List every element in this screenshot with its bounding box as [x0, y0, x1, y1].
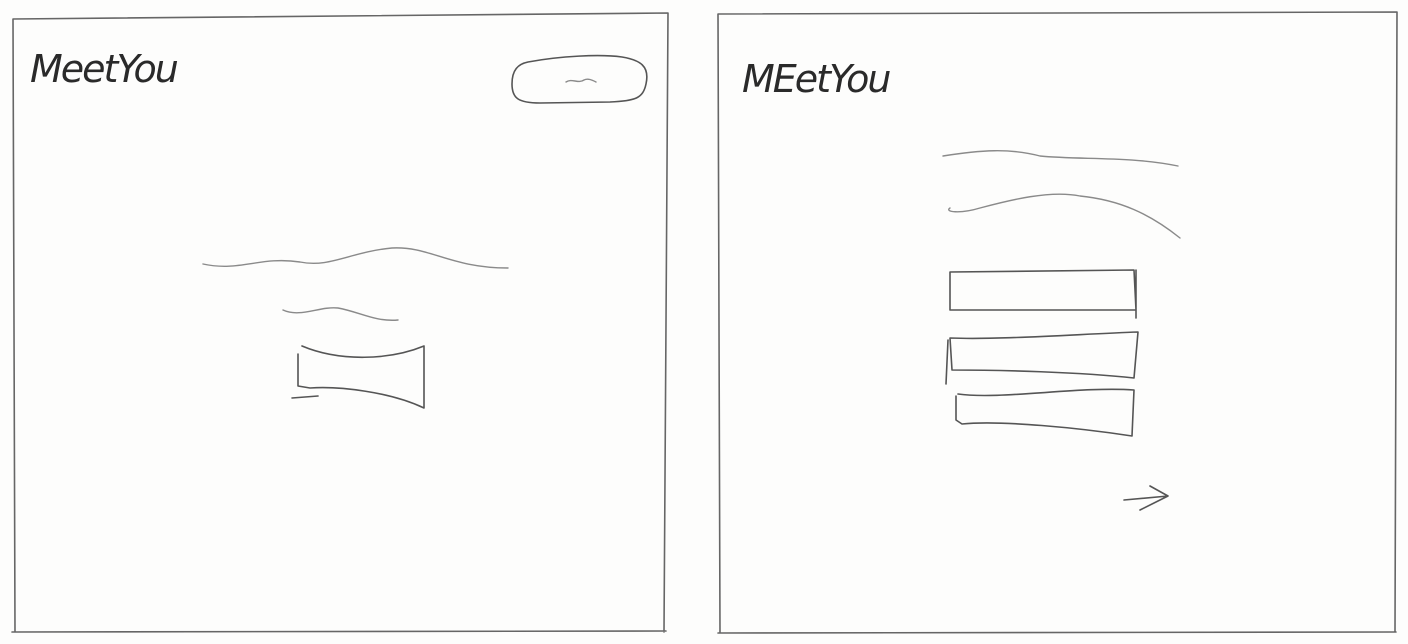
- landing-screen-frame: MeetYou: [11, 12, 669, 633]
- login-button[interactable]: [511, 54, 648, 104]
- hero-cta-button[interactable]: [291, 345, 425, 409]
- form-screen-border: [717, 11, 1398, 634]
- next-arrow-icon[interactable]: [1123, 485, 1169, 511]
- form-logo: MEetYou: [742, 57, 890, 101]
- form-title-scribble: [942, 150, 1179, 167]
- form-screen-frame: MEetYou: [717, 11, 1398, 634]
- hero-subtitle-scribble: [282, 307, 399, 321]
- landing-screen-border: [11, 12, 669, 633]
- form-input-field-1[interactable]: [949, 269, 1137, 319]
- landing-logo: MeetYou: [30, 47, 178, 91]
- login-button-label-scribble: [565, 78, 597, 83]
- form-subtitle-scribble: [948, 193, 1181, 239]
- form-input-field-2[interactable]: [945, 331, 1139, 385]
- form-input-field-3[interactable]: [955, 388, 1135, 437]
- hero-headline-scribble: [202, 247, 509, 269]
